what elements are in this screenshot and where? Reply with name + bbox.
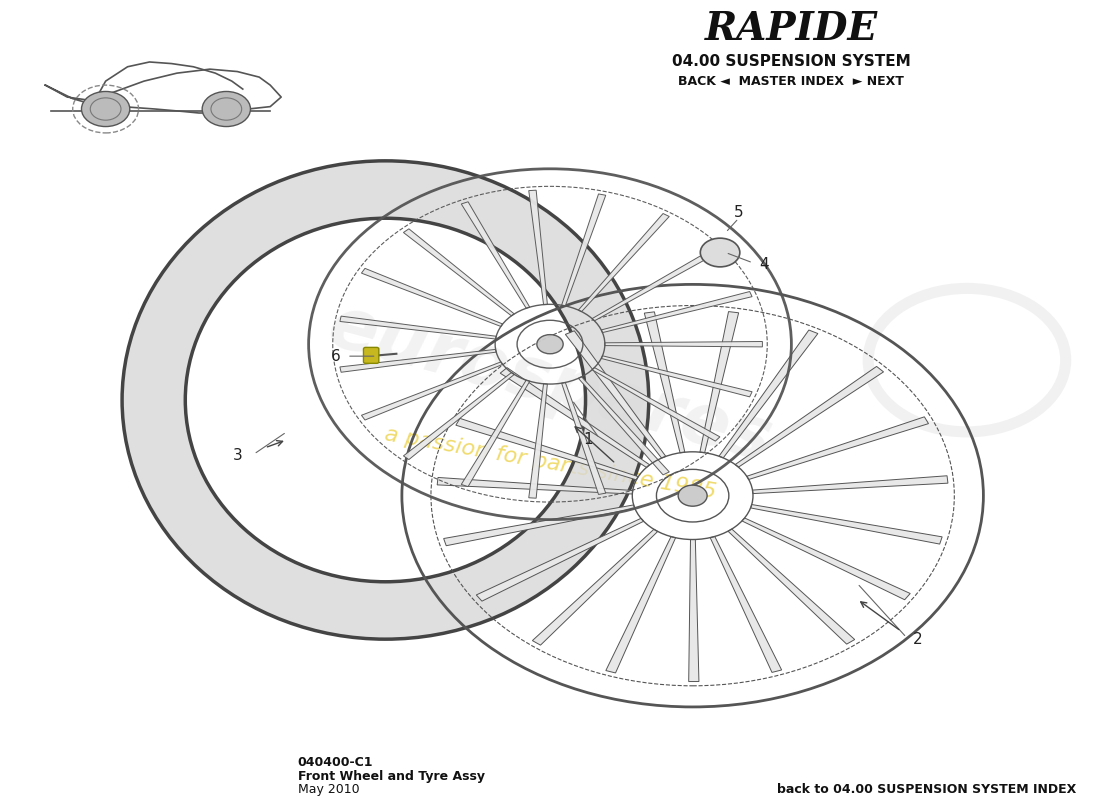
Polygon shape: [461, 202, 530, 308]
Polygon shape: [728, 529, 855, 644]
Circle shape: [81, 91, 130, 126]
Polygon shape: [579, 214, 669, 312]
Polygon shape: [122, 161, 649, 639]
Polygon shape: [529, 190, 548, 305]
Polygon shape: [532, 530, 658, 645]
FancyBboxPatch shape: [363, 347, 378, 363]
Polygon shape: [565, 331, 666, 458]
Polygon shape: [602, 291, 752, 333]
Polygon shape: [340, 350, 496, 372]
Polygon shape: [735, 366, 883, 467]
Text: Front Wheel and Tyre Assy: Front Wheel and Tyre Assy: [298, 770, 485, 782]
Text: 04.00 SUSPENSION SYSTEM: 04.00 SUSPENSION SYSTEM: [672, 54, 911, 69]
Text: eurospares: eurospares: [320, 292, 780, 477]
Polygon shape: [579, 377, 669, 475]
Text: May 2010: May 2010: [298, 782, 360, 795]
Text: 4: 4: [759, 257, 769, 272]
Polygon shape: [719, 330, 818, 458]
Polygon shape: [437, 478, 632, 494]
Polygon shape: [606, 537, 675, 673]
Text: 040400-C1: 040400-C1: [298, 756, 373, 770]
Polygon shape: [404, 373, 515, 459]
Circle shape: [701, 238, 740, 267]
Polygon shape: [742, 518, 910, 600]
Polygon shape: [592, 367, 719, 441]
Polygon shape: [404, 229, 515, 316]
Polygon shape: [362, 362, 503, 420]
Polygon shape: [605, 342, 762, 347]
Text: 1: 1: [584, 432, 593, 447]
Text: 2: 2: [913, 632, 923, 646]
Polygon shape: [750, 505, 943, 544]
Circle shape: [202, 91, 251, 126]
Text: 5: 5: [734, 205, 744, 220]
Polygon shape: [476, 518, 644, 601]
Text: 3: 3: [232, 448, 242, 463]
Polygon shape: [689, 539, 698, 682]
Polygon shape: [592, 247, 719, 321]
Text: RAPIDE: RAPIDE: [705, 10, 878, 48]
Polygon shape: [340, 316, 496, 339]
Text: BACK ◄  MASTER INDEX  ► NEXT: BACK ◄ MASTER INDEX ► NEXT: [679, 74, 904, 88]
Polygon shape: [562, 194, 606, 306]
Polygon shape: [711, 537, 782, 673]
Polygon shape: [645, 312, 685, 453]
Polygon shape: [461, 380, 530, 486]
Polygon shape: [747, 417, 928, 479]
Polygon shape: [752, 476, 948, 494]
Polygon shape: [602, 356, 752, 397]
Text: a passion for parts since 1985: a passion for parts since 1985: [383, 425, 717, 503]
Polygon shape: [500, 368, 650, 467]
Polygon shape: [700, 311, 738, 453]
Polygon shape: [455, 418, 638, 480]
Text: back to 04.00 SUSPENSION SYSTEM INDEX: back to 04.00 SUSPENSION SYSTEM INDEX: [778, 782, 1077, 795]
Polygon shape: [443, 505, 635, 546]
Polygon shape: [362, 268, 503, 326]
Text: 6: 6: [331, 349, 341, 364]
Circle shape: [537, 334, 563, 354]
Circle shape: [679, 485, 707, 506]
Polygon shape: [529, 384, 548, 498]
Polygon shape: [562, 382, 606, 494]
